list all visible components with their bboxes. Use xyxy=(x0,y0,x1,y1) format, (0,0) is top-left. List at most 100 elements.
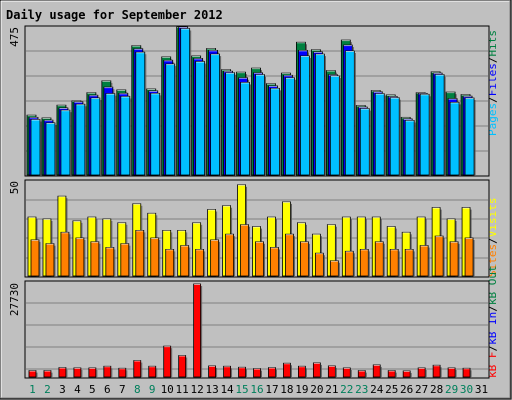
kbytes-bar xyxy=(73,367,83,378)
day-label: 12 xyxy=(191,383,204,396)
sites-bar xyxy=(314,252,325,277)
hits-files-pages-bars xyxy=(26,26,476,176)
sites-bar-face xyxy=(210,239,220,277)
kbytes-bar xyxy=(58,367,68,378)
legend-separator: / xyxy=(486,345,499,352)
pages-bar xyxy=(45,122,57,176)
sites-bar xyxy=(180,245,191,277)
day-label: 6 xyxy=(104,383,111,396)
pages-bar-face xyxy=(464,97,475,176)
sites-bar-face xyxy=(255,241,264,277)
sites-bar-face xyxy=(359,248,369,277)
kbytes-bar xyxy=(88,367,98,378)
kbytes-bar xyxy=(253,368,262,378)
pages-bar xyxy=(270,87,281,176)
sites-bar xyxy=(210,239,221,277)
sites-bar-face xyxy=(45,243,55,277)
sites-bar-face xyxy=(150,237,160,277)
kbytes-bar xyxy=(342,367,352,378)
pages-bar xyxy=(434,74,446,176)
pages-bar xyxy=(165,63,177,176)
day-label: 11 xyxy=(176,383,189,396)
pages-bar xyxy=(30,119,42,176)
kbytes-bar-face xyxy=(268,367,276,378)
kbytes-bar xyxy=(432,364,442,378)
kbytes-bar xyxy=(43,370,53,378)
sites-bar xyxy=(329,260,340,277)
sites-bar xyxy=(359,248,370,277)
kbytes-bar-face xyxy=(88,367,97,378)
sites-bar xyxy=(105,247,116,277)
sites-bar-face xyxy=(120,243,130,277)
sites-bar xyxy=(404,248,415,277)
pages-bar-face xyxy=(419,93,430,176)
day-label: 20 xyxy=(310,383,323,396)
sites-bar-face xyxy=(329,260,339,277)
sites-bar-face xyxy=(374,241,384,277)
sites-bar-face xyxy=(105,247,115,277)
pages-bar xyxy=(225,72,237,176)
sites-bar-face xyxy=(300,241,309,277)
sites-bar xyxy=(374,241,385,277)
day-label: 18 xyxy=(280,383,293,396)
panel-3 xyxy=(24,280,490,379)
pages-bar xyxy=(90,97,102,176)
kbytes-bar xyxy=(387,370,397,378)
pages-bar xyxy=(374,93,386,176)
pages-bar-face xyxy=(300,55,310,176)
kbytes-bar xyxy=(118,367,128,378)
kbytes-bar xyxy=(298,365,307,378)
sites-bar-face xyxy=(344,250,354,277)
day-label: 23 xyxy=(355,383,368,396)
sites-bar xyxy=(389,248,400,277)
kbytes-bar-face xyxy=(73,367,82,378)
legend-separator: / xyxy=(486,96,499,103)
day-label: 22 xyxy=(340,383,353,396)
day-label: 21 xyxy=(325,383,338,396)
sites-bar xyxy=(285,233,295,277)
sites-bar xyxy=(120,243,131,277)
day-label: 15 xyxy=(235,383,248,396)
kbytes-bar-face xyxy=(342,367,351,378)
kbytes-bar-face xyxy=(312,362,321,378)
visits-y-max-label: 50 xyxy=(8,181,21,194)
pages-bar-face xyxy=(255,74,265,176)
kbytes-bar xyxy=(312,362,322,378)
day-label: 30 xyxy=(460,383,473,396)
day-label: 24 xyxy=(370,383,384,396)
day-label: 7 xyxy=(119,383,126,396)
pages-bar xyxy=(195,61,207,176)
legend-separator: / xyxy=(486,305,499,312)
pages-bar-face xyxy=(120,96,131,176)
kbytes-y-max-label: 27730 xyxy=(8,283,21,316)
day-label: 31 xyxy=(475,383,488,396)
pages-bar xyxy=(464,97,476,176)
kbytes-bar xyxy=(357,370,367,378)
pages-bar xyxy=(120,96,132,176)
day-label: 27 xyxy=(415,383,428,396)
sites-bar xyxy=(225,233,236,277)
sites-bar-face xyxy=(75,237,85,277)
sites-bar xyxy=(90,241,101,277)
kbytes-bar xyxy=(268,367,277,378)
day-label: 10 xyxy=(161,383,174,396)
sites-bar xyxy=(255,241,266,277)
kbytes-bar-face xyxy=(133,360,142,378)
pages-bar-face xyxy=(195,61,206,176)
pages-bar xyxy=(329,75,341,176)
sites-bar-face xyxy=(30,239,40,277)
pages-bar xyxy=(135,51,147,176)
kbytes-bar xyxy=(327,365,337,378)
sites-bar-face xyxy=(180,245,190,277)
pages-bar-face xyxy=(359,108,370,176)
sites-bar-face xyxy=(165,248,175,277)
pages-bar xyxy=(180,28,192,176)
sites-bar-face xyxy=(225,233,234,277)
kbytes-bar-face xyxy=(372,364,381,378)
kbytes-bar-face xyxy=(118,367,127,378)
kbytes-bar xyxy=(417,367,427,378)
kbytes-bar-face xyxy=(163,345,172,378)
pages-bar xyxy=(255,74,267,176)
